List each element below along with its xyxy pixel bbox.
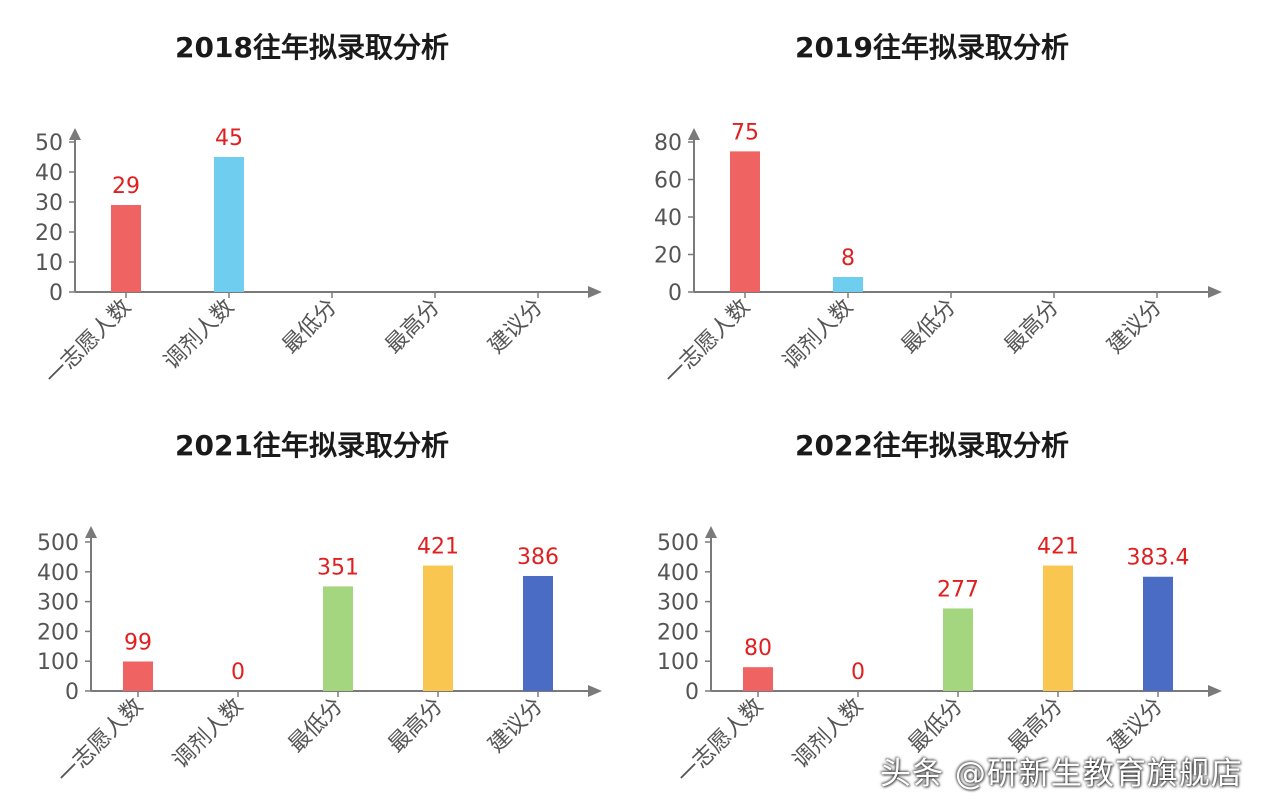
chart3-category-label: 最高分: [384, 694, 448, 758]
chart3-category-label: 最低分: [284, 694, 348, 758]
chart4-y-tick-label: 100: [657, 650, 699, 675]
chart2-y-tick-label: 20: [654, 244, 682, 269]
chart3-y-tick-label: 100: [37, 650, 79, 675]
chart4-value-label: 383.4: [1127, 546, 1190, 571]
chart1-bar: [111, 205, 141, 292]
chart1-y-tick-label: 30: [35, 191, 63, 216]
chart2-x-axis-arrow: [1208, 286, 1222, 298]
chart1-category-label: 最高分: [381, 295, 445, 359]
chart4-y-axis-arrow: [705, 526, 717, 538]
chart1-category-label: 建议分: [484, 295, 548, 359]
chart3-x-axis-arrow: [588, 685, 602, 697]
chart4-x-axis-arrow: [1208, 685, 1222, 697]
chart2-y-tick-label: 80: [654, 131, 682, 156]
chart4-bar: [743, 667, 773, 691]
chart1-y-axis-arrow: [69, 128, 81, 140]
chart3-bar: [423, 565, 453, 691]
chart2-category-label: 一志愿人数: [660, 295, 755, 390]
chart4-y-tick-label: 400: [657, 561, 699, 586]
chart3-value-label: 421: [417, 535, 459, 560]
chart3-value-label: 351: [317, 555, 359, 580]
chart3-y-tick-label: 300: [37, 591, 79, 616]
chart1-y-tick-label: 40: [35, 161, 63, 186]
chart4-value-label: 0: [851, 660, 865, 685]
chart4-y-tick-label: 300: [657, 591, 699, 616]
chart2-y-tick-label: 40: [654, 206, 682, 231]
chart1-value-label: 45: [215, 126, 243, 151]
chart3-title: 2021往年拟录取分析: [175, 429, 449, 462]
chart4-y-tick-label: 0: [685, 680, 699, 705]
chart2-y-axis-arrow: [688, 128, 700, 140]
chart3-category-label: 一志愿人数: [53, 694, 148, 789]
chart1-y-tick-label: 0: [49, 281, 63, 306]
chart3-y-tick-label: 200: [37, 620, 79, 645]
chart2-title: 2019往年拟录取分析: [795, 31, 1069, 64]
chart2-y-tick-label: 0: [668, 281, 682, 306]
chart2-category-label: 最高分: [1000, 295, 1064, 359]
watermark-text: 头条 @研新生教育旗舰店: [880, 756, 1243, 792]
chart4-category-label: 一志愿人数: [673, 694, 768, 789]
chart3-y-tick-label: 500: [37, 531, 79, 556]
chart1-y-tick-label: 10: [35, 251, 63, 276]
chart3-category-label: 建议分: [484, 694, 548, 758]
chart3-y-tick-label: 400: [37, 561, 79, 586]
chart2-bar: [730, 151, 760, 292]
chart4-value-label: 277: [937, 577, 979, 602]
chart4-y-tick-label: 500: [657, 531, 699, 556]
chart2-bar: [833, 277, 863, 292]
chart2-value-label: 75: [731, 120, 759, 145]
chart2-category-label: 调剂人数: [778, 295, 858, 375]
chart3-y-axis-arrow: [85, 526, 97, 538]
chart3-bar: [523, 575, 553, 691]
chart2-category-label: 建议分: [1103, 295, 1167, 359]
chart1-category-label: 调剂人数: [159, 295, 239, 375]
chart4-bar: [1043, 565, 1073, 691]
chart3-value-label: 99: [124, 630, 152, 655]
chart1-title: 2018往年拟录取分析: [175, 31, 449, 64]
chart3-bar: [123, 661, 153, 691]
chart1-category-label: 最低分: [278, 295, 342, 359]
chart1-y-tick-label: 20: [35, 221, 63, 246]
chart4-y-tick-label: 200: [657, 620, 699, 645]
chart3-y-tick-label: 0: [65, 680, 79, 705]
chart4-bar: [943, 608, 973, 691]
chart1-x-axis-arrow: [588, 286, 602, 298]
chart4-bar: [1143, 576, 1173, 691]
chart3-value-label: 386: [517, 545, 559, 570]
chart4-title: 2022往年拟录取分析: [795, 429, 1069, 462]
chart1-value-label: 29: [112, 174, 140, 199]
chart1-bar: [214, 157, 244, 292]
chart4-value-label: 80: [744, 636, 772, 661]
chart2-y-tick-label: 60: [654, 169, 682, 194]
chart3-value-label: 0: [231, 660, 245, 685]
chart2-value-label: 8: [841, 246, 855, 271]
chart1-category-label: 一志愿人数: [41, 295, 136, 390]
chart3-bar: [323, 586, 353, 691]
chart4-category-label: 调剂人数: [788, 694, 868, 774]
chart2-category-label: 最低分: [897, 295, 961, 359]
chart4-value-label: 421: [1037, 535, 1079, 560]
chart3-category-label: 调剂人数: [168, 694, 248, 774]
chart1-y-tick-label: 50: [35, 131, 63, 156]
